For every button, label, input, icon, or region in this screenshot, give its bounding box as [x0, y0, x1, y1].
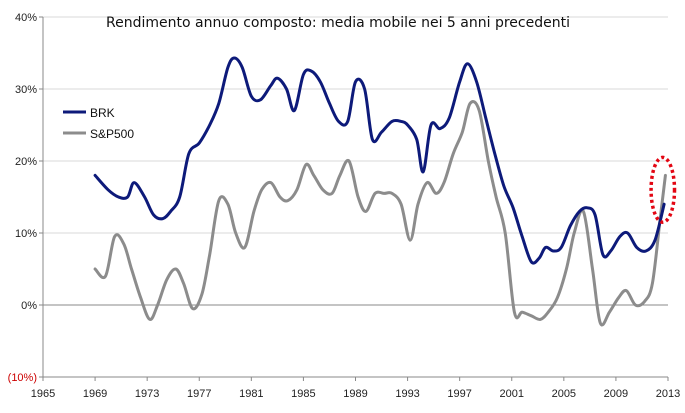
y-tick-label: 0% [21, 300, 37, 312]
x-tick-label: 2001 [500, 388, 524, 400]
legend-label-sp500: S&P500 [90, 127, 134, 141]
y-tick-labels: 40% 30% 20% 10% 0% (10%) [8, 12, 43, 384]
x-tick-label: 1985 [291, 388, 315, 400]
x-tick-labels: 1965 1969 1973 1977 1981 1985 1989 1993 1997 2001… [31, 377, 680, 400]
y-tick-label: (10%) [8, 372, 37, 384]
y-tick-label: 10% [15, 228, 37, 240]
legend: BRK S&P500 [63, 106, 134, 141]
series-lines [93, 56, 667, 327]
x-tick-label: 1981 [239, 388, 263, 400]
series-line-sp500 [93, 100, 667, 327]
x-tick-label: 1965 [31, 388, 55, 400]
series-line-brk [93, 56, 666, 265]
y-tick-label: 40% [15, 12, 37, 24]
annotations [649, 155, 677, 224]
chart-title: Rendimento annuo composto: media mobile … [106, 15, 570, 31]
x-tick-label: 2009 [604, 388, 628, 400]
x-tick-label: 1993 [395, 388, 419, 400]
x-tick-label: 1973 [135, 388, 159, 400]
x-tick-label: 2005 [552, 388, 576, 400]
gridlines [43, 16, 668, 234]
x-tick-label: 1997 [447, 388, 471, 400]
x-tick-label: 2013 [656, 388, 680, 400]
highlight-ellipse [649, 155, 677, 224]
x-tick-label: 1989 [343, 388, 367, 400]
y-tick-label: 30% [15, 84, 37, 96]
x-tick-label: 1977 [187, 388, 211, 400]
x-tick-label: 1969 [83, 388, 107, 400]
legend-label-brk: BRK [90, 106, 115, 120]
y-tick-label: 20% [15, 156, 37, 168]
